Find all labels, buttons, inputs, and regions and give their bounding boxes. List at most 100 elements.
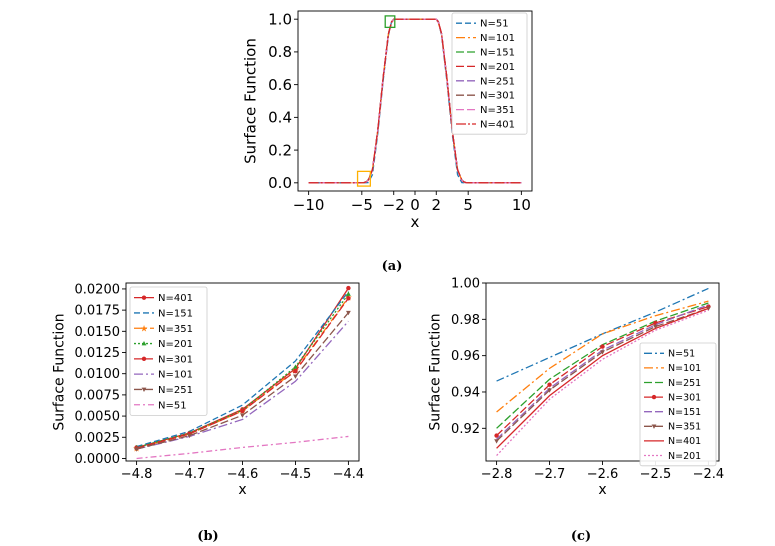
legend-label: N=151 [668,407,701,418]
plot-area [308,18,522,184]
y-axis-label: Surface Function [51,313,67,430]
x-tick-label: −5 [351,196,373,214]
series-line-N=401 [308,18,522,184]
y-tick-label: 0.4 [268,109,292,127]
caption-a: (a) [382,259,403,274]
y-tick-label: 0.8 [268,43,292,61]
chart-a: −10 −5 −2 0 2 5 10 0.0 0.2 0.4 0.6 0.8 1.0 x Surface F… [242,10,533,231]
plot-area: ★★★★★ [133,285,352,460]
y-tick-label: 0.0100 [75,367,121,382]
data-point [494,433,499,438]
chart-b: −4.8 −4.7 −4.6 −4.5 −4.4 0.0000 0.0025 0.0050 0.… [51,282,364,498]
y-tick-label: 0.98 [451,313,480,328]
x-tick-label: −4.8 [121,467,153,482]
data-point [653,324,658,330]
data-point [346,310,351,316]
legend-label: N=101 [668,363,701,374]
legend: N=51 N=101 N=251 N=301 N=151 N=351 N=401 N=201 [639,342,717,467]
legend-frame [129,286,208,416]
legend-label: N=51 [480,19,509,30]
y-axis-label: Surface Function [428,313,444,430]
x-axis-label: x [411,213,420,231]
legend-frame [639,342,717,467]
legend-marker: ★ [140,324,148,334]
legend-marker [141,356,147,362]
x-axis-label: x [598,482,606,498]
data-point [293,364,298,369]
zoom-box [356,170,371,187]
x-tick-label: 5 [463,196,473,214]
series-line-N=401 [496,307,709,449]
data-point [547,382,552,387]
data-point [134,447,139,452]
data-point [240,413,245,418]
x-tick-label: −2.8 [481,467,513,482]
y-tick-label: 0.0000 [75,452,121,467]
data-point [600,344,605,349]
y-tick-label: 0.0025 [75,431,121,446]
caption-c: (c) [571,529,591,544]
x-tick-label: −2.6 [587,467,619,482]
y-tick-label: 0.6 [268,76,292,94]
series-line-N=151 [136,291,349,448]
legend-label: N=101 [158,370,193,381]
legend-marker [651,394,657,400]
x-tick-label: 2 [431,196,441,214]
y-tick-label: 1.00 [451,277,480,292]
series-line-N=101 [496,300,709,413]
y-tick-label: 0.0125 [75,346,121,361]
legend-label: N=401 [480,120,515,131]
y-tick-label: 0.92 [451,422,480,437]
plot-area [494,287,711,456]
series-line-N=51 [136,435,349,460]
data-point [547,388,552,393]
legend-label: N=201 [158,339,193,350]
data-point [187,433,192,439]
legend-label: N=51 [158,400,187,411]
legend-label: N=251 [668,378,701,389]
legend-marker [651,424,657,429]
legend-label: N=401 [668,436,701,447]
data-point [346,296,351,301]
zoom-box [384,15,396,29]
data-point [293,368,298,374]
y-tick-label: 0.0200 [75,282,121,297]
legend-label: N=151 [480,48,515,59]
y-tick-label: 1.0 [268,10,292,28]
legend-label: N=251 [480,76,515,87]
legend-marker [141,387,147,393]
y-tick-label: 0.96 [451,349,480,364]
x-tick-label: −2.5 [640,467,672,482]
legend-label: N=301 [158,354,193,365]
data-point [346,285,351,291]
legend-frame [451,12,528,135]
y-tick-label: 0.0 [268,174,292,192]
x-axis-label: x [238,482,246,498]
x-tick-label: −2 [383,196,405,214]
legend-label: N=351 [668,422,701,433]
legend-label: N=251 [158,385,193,396]
legend-label: N=201 [480,62,515,73]
legend-label: N=151 [158,308,193,319]
y-axis-label: Surface Function [242,38,260,164]
data-point [346,291,351,296]
chart-c: −2.8 −2.7 −2.6 −2.5 −2.4 0.92 0.94 0.96 0.98 1.00… [428,277,725,498]
legend: N=401 N=151 ★ N=351 N=201 N=301 N=101 N=251 N=51 [129,286,208,416]
data-point [240,408,245,414]
x-tick-label: −4.4 [333,467,365,482]
legend-label: N=301 [668,392,701,403]
legend-marker [141,295,147,300]
legend-label: N=301 [480,91,515,102]
caption-b: (b) [197,529,218,544]
y-tick-label: 0.94 [451,386,480,401]
y-tick-label: 0.0075 [75,388,121,403]
x-tick-label: −4.7 [174,467,206,482]
y-tick-label: 0.2 [268,141,292,159]
data-point [293,374,298,379]
legend-marker [141,340,147,346]
series-line-N=151 [496,304,709,440]
x-tick-label: −4.6 [227,467,259,482]
y-tick-label: 0.0050 [75,410,121,425]
legend: N=51 N=101 N=151 N=201 N=251 N=301 N=351 N=401 [451,12,528,135]
y-tick-label: 0.0175 [75,304,121,319]
